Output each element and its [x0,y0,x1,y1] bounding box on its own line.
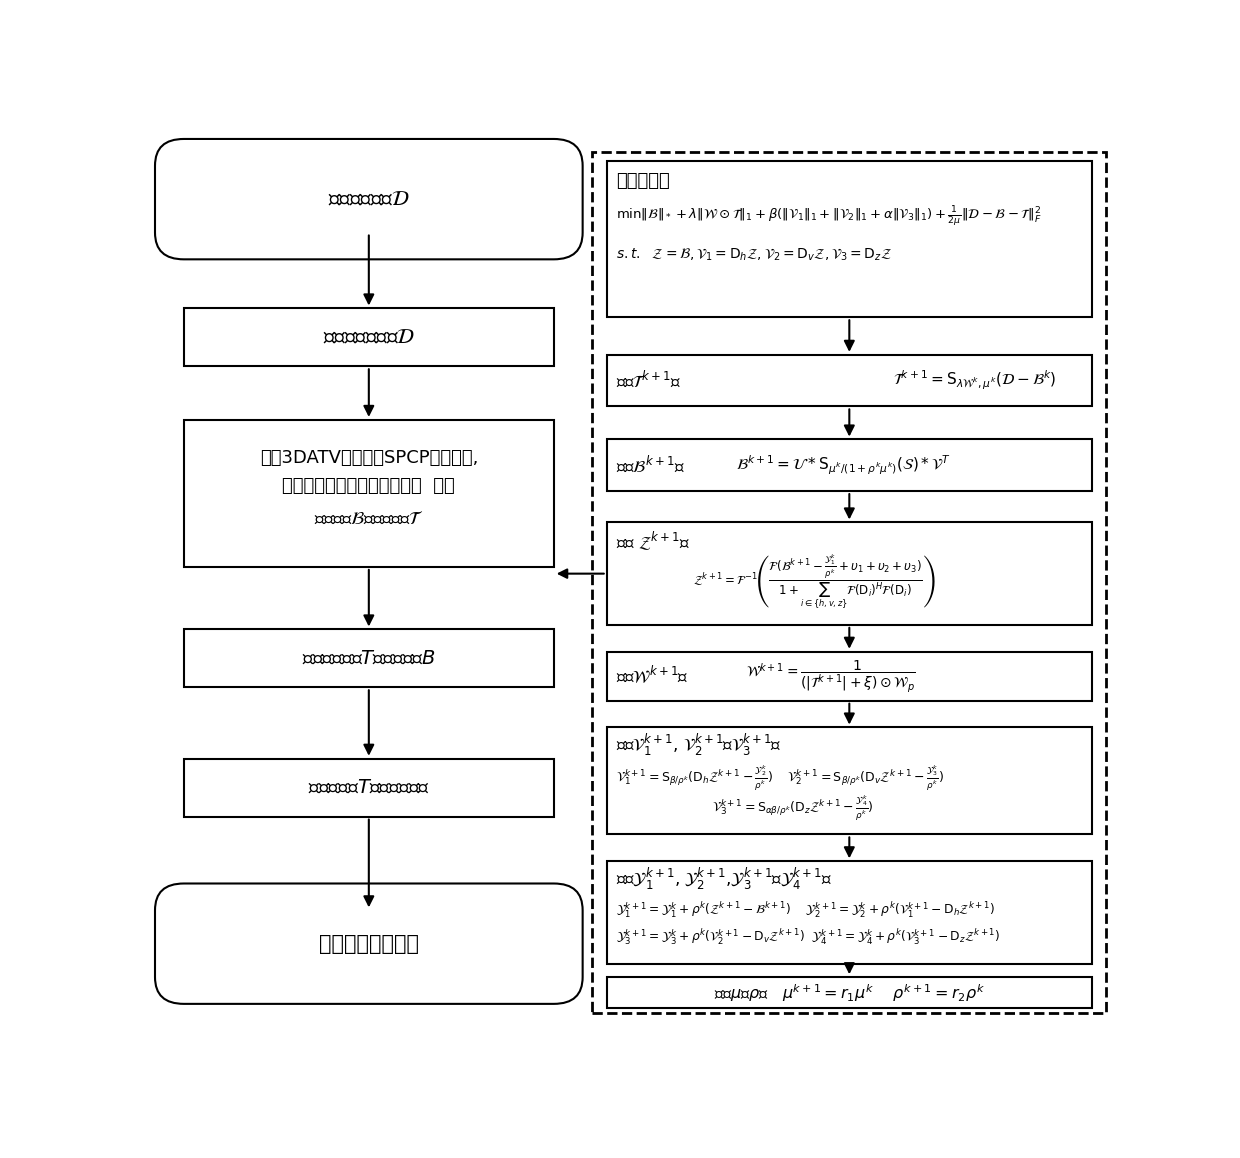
Text: $\min\|\mathcal{B}\|_*+\lambda\|\mathcal{W}\odot\mathcal{T}\|_1+\beta(\|\mathcal: $\min\|\mathcal{B}\|_*+\lambda\|\mathcal… [616,205,1042,228]
Text: 更新$\mathcal{W}^{k+1}$：: 更新$\mathcal{W}^{k+1}$： [616,665,689,687]
Bar [184,758,554,816]
Bar [184,308,554,366]
Text: 构建红外张量图$\mathcal{D}$: 构建红外张量图$\mathcal{D}$ [322,328,415,347]
Text: 更新$\mathcal{T}^{k+1}$：: 更新$\mathcal{T}^{k+1}$： [616,371,682,391]
Text: 目标函数：: 目标函数： [616,171,670,190]
Bar [593,153,1106,1013]
FancyBboxPatch shape [155,884,583,1004]
Text: 更新 $\mathcal{Z}^{k+1}$：: 更新 $\mathcal{Z}^{k+1}$： [616,529,691,551]
Bar [606,977,1092,1009]
Text: $\mathcal{B}^{k+1}=\mathcal{U}*\mathrm{S}_{\mu^k/(1+\rho^k\mu^k)}(\mathcal{S})*\: $\mathcal{B}^{k+1}=\mathcal{U}*\mathrm{S… [737,454,951,477]
Text: $\mathcal{W}^{k+1}=\dfrac{1}{(|\mathcal{T}^{k+1}|+\xi)\odot\mathcal{W}_p}$: $\mathcal{W}^{k+1}=\dfrac{1}{(|\mathcal{… [746,658,916,694]
Text: 输出目标检测结果: 输出目标检测结果 [319,933,419,954]
Text: 利用3DATV约束构建SPCP目标函数,: 利用3DATV约束构建SPCP目标函数, [259,449,477,467]
Bar [606,161,1092,317]
Bar [606,354,1092,406]
Text: $\mathcal{Z}^{k+1}=\mathcal{F}^{-1}\!\left(\dfrac{\mathcal{F}(\mathcal{B}^{k+1}-: $\mathcal{Z}^{k+1}=\mathcal{F}^{-1}\!\le… [693,554,936,613]
Text: 并用交替方向乘子法进行求解  输出: 并用交替方向乘子法进行求解 输出 [283,477,455,496]
Text: 输入红外图像$\mathcal{D}$: 输入红外图像$\mathcal{D}$ [329,189,409,210]
Text: $\mathcal{V}_1^{k+1}=\mathrm{S}_{\beta/\rho^k}(\mathrm{D}_h\mathcal{Z}^{k+1}-\fr: $\mathcal{V}_1^{k+1}=\mathrm{S}_{\beta/\… [616,763,945,792]
Text: $\mathcal{V}_3^{k+1}=\mathrm{S}_{\alpha\beta/\rho^k}(\mathrm{D}_z\mathcal{Z}^{k+: $\mathcal{V}_3^{k+1}=\mathrm{S}_{\alpha\… [712,793,874,822]
Bar [606,862,1092,963]
Text: 更新$\mathcal{Y}_1^{k+1}$, $\mathcal{Y}_2^{k+1}$,$\mathcal{Y}_3^{k+1}$和$\mathcal{Y: 更新$\mathcal{Y}_1^{k+1}$, $\mathcal{Y}_2^… [616,866,832,892]
Bar [606,522,1092,625]
Text: 更新$\mathcal{V}_1^{k+1}$, $\mathcal{V}_2^{k+1}$和$\mathcal{V}_3^{k+1}$：: 更新$\mathcal{V}_1^{k+1}$, $\mathcal{V}_2^… [616,732,782,758]
Bar [606,439,1092,491]
Text: 更新$\mu$和$\rho$：   $\mu^{k+1}=r_1\mu^k$    $\rho^{k+1}=r_2\rho^k$: 更新$\mu$和$\rho$： $\mu^{k+1}=r_1\mu^k$ $\r… [714,982,985,1004]
Text: $\mathcal{Y}_3^{k+1}=\mathcal{Y}_3^k+\rho^k(\mathcal{V}_2^{k+1}-\mathrm{D}_v\mat: $\mathcal{Y}_3^{k+1}=\mathcal{Y}_3^k+\rh… [616,928,1001,947]
Bar [184,630,554,688]
Text: $\mathcal{Y}_1^{k+1}=\mathcal{Y}_1^k+\rho^k(\mathcal{Z}^{k+1}-\mathcal{B}^{k+1}): $\mathcal{Y}_1^{k+1}=\mathcal{Y}_1^k+\rh… [616,901,996,919]
Bar [184,420,554,567]
Text: $\mathcal{T}^{k+1}=\mathrm{S}_{\lambda\mathcal{W}^k,\mu^k}(\mathcal{D}-\mathcal{: $\mathcal{T}^{k+1}=\mathrm{S}_{\lambda\m… [893,369,1056,393]
Text: 背景张量$\mathcal{B}$和目标张量$\mathcal{T}$: 背景张量$\mathcal{B}$和目标张量$\mathcal{T}$ [314,510,424,527]
Bar [606,727,1092,835]
Text: 对目标图像$T$进行阈值分割: 对目标图像$T$进行阈值分割 [308,778,430,797]
Bar [606,652,1092,701]
FancyBboxPatch shape [155,139,583,259]
Text: 更新$\mathcal{B}^{k+1}$：: 更新$\mathcal{B}^{k+1}$： [616,455,684,476]
Text: 重构目标图像$T$和背景图像$B$: 重构目标图像$T$和背景图像$B$ [301,648,435,668]
Text: $s.t.\ \ \mathcal{Z}=\mathcal{B},\mathcal{V}_1=\mathrm{D}_h\mathcal{Z},\mathcal{: $s.t.\ \ \mathcal{Z}=\mathcal{B},\mathca… [616,247,893,263]
